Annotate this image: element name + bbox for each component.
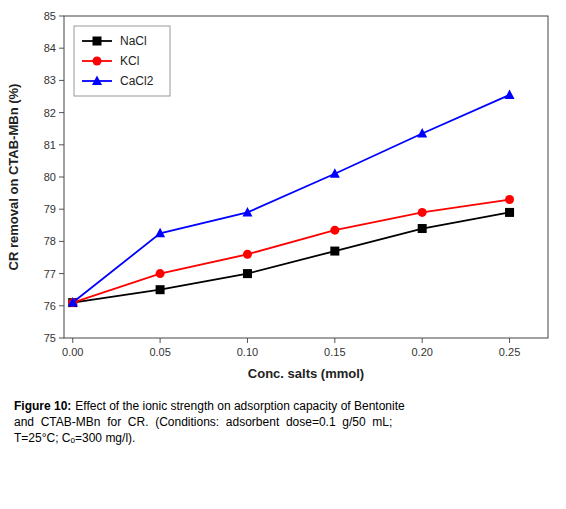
x-tick xyxy=(72,338,73,343)
point xyxy=(505,89,515,99)
y-tick xyxy=(59,48,64,49)
plot-frame xyxy=(64,16,548,338)
y-tick xyxy=(59,241,64,242)
y-tick xyxy=(59,144,64,145)
point xyxy=(330,168,340,178)
legend-marker xyxy=(92,76,102,86)
plot-marks xyxy=(68,89,515,307)
y-tick xyxy=(59,80,64,81)
y-tick xyxy=(59,177,64,178)
x-tick-label: 0.20 xyxy=(411,346,432,358)
x-tick xyxy=(509,338,510,343)
y-tick xyxy=(59,273,64,274)
background xyxy=(0,0,566,509)
point xyxy=(330,247,339,256)
y-tick-label: 82 xyxy=(44,107,56,119)
y-tick-label: 85 xyxy=(44,10,56,22)
point xyxy=(243,269,252,278)
legend-marker xyxy=(93,37,102,46)
point xyxy=(156,285,165,294)
point xyxy=(68,297,78,307)
y-tick xyxy=(59,112,64,113)
y-tick-label: 76 xyxy=(44,300,56,312)
legend-label: CaCl2 xyxy=(120,74,154,88)
y-axis-label: CR removal on CTAB-MBn (%) xyxy=(6,84,21,271)
y-tick xyxy=(59,16,64,17)
point xyxy=(418,208,427,217)
caption: Effect of the ionic strength on adsorpti… xyxy=(14,399,405,445)
point xyxy=(156,269,165,278)
y-tick-label: 77 xyxy=(44,268,56,280)
y-tick-label: 84 xyxy=(44,42,56,54)
y-tick xyxy=(59,338,64,339)
point xyxy=(155,228,165,238)
series-line xyxy=(73,95,510,303)
x-tick xyxy=(334,338,335,343)
point xyxy=(417,128,427,138)
legend-box xyxy=(74,26,170,96)
series-line xyxy=(73,212,510,302)
caption-line: and CTAB-MBn for CR. (Conditions: adsorb… xyxy=(14,415,392,429)
point xyxy=(505,195,514,204)
point xyxy=(505,208,514,217)
point xyxy=(243,250,252,259)
y-tick-label: 79 xyxy=(44,203,56,215)
point xyxy=(418,224,427,233)
y-tick-label: 75 xyxy=(44,332,56,344)
x-tick xyxy=(422,338,423,343)
x-tick-label: 0.00 xyxy=(62,346,83,358)
legend-label: NaCl xyxy=(120,34,147,48)
caption-line: Effect of the ionic strength on adsorpti… xyxy=(75,399,405,413)
y-tick-label: 81 xyxy=(44,139,56,151)
x-tick xyxy=(247,338,248,343)
y-tick-label: 80 xyxy=(44,171,56,183)
y-tick xyxy=(59,305,64,306)
y-tick-label: 83 xyxy=(44,74,56,86)
point xyxy=(330,226,339,235)
legend-label: KCl xyxy=(120,54,139,68)
y-tick xyxy=(59,209,64,210)
x-tick-label: 0.25 xyxy=(499,346,520,358)
x-axis-label: Conc. salts (mmol) xyxy=(248,366,364,381)
x-tick-label: 0.15 xyxy=(324,346,345,358)
x-tick-label: 0.05 xyxy=(149,346,170,358)
x-tick-label: 0.10 xyxy=(237,346,258,358)
point xyxy=(242,207,252,217)
caption-label: Figure 10: xyxy=(14,399,71,413)
caption-line: T=25°C; Cₒ=300 mg/l). xyxy=(14,431,135,445)
plot-area xyxy=(64,16,548,338)
y-tick-label: 78 xyxy=(44,235,56,247)
legend: NaCl KCl CaCl2 xyxy=(74,26,170,96)
x-tick xyxy=(160,338,161,343)
legend-marker xyxy=(93,57,102,66)
